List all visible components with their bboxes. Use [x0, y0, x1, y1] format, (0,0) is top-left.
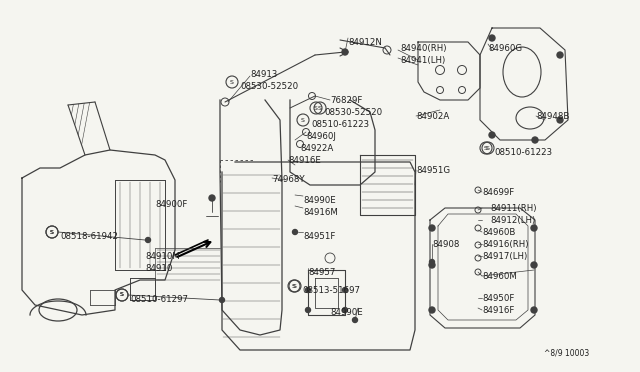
Text: 08510-61223: 08510-61223	[311, 120, 369, 129]
Text: S: S	[484, 145, 488, 151]
Text: 84922A: 84922A	[300, 144, 333, 153]
Text: S: S	[314, 106, 318, 110]
Circle shape	[531, 225, 537, 231]
Circle shape	[489, 35, 495, 41]
Text: 84902A: 84902A	[416, 112, 449, 121]
Text: 76829F: 76829F	[330, 96, 362, 105]
Circle shape	[557, 117, 563, 123]
Text: 84960J: 84960J	[306, 132, 336, 141]
Text: 84916(RH): 84916(RH)	[482, 240, 529, 249]
Text: 84912(LH): 84912(LH)	[490, 216, 535, 225]
Text: 84957: 84957	[308, 268, 335, 277]
Circle shape	[145, 237, 150, 243]
Text: 84960M: 84960M	[482, 272, 517, 281]
Text: 84699F: 84699F	[482, 188, 515, 197]
Circle shape	[489, 132, 495, 138]
Text: S: S	[120, 292, 124, 298]
Text: S: S	[293, 283, 297, 289]
Text: 84951F: 84951F	[303, 232, 335, 241]
Text: 84950F: 84950F	[482, 294, 515, 303]
Text: 84990E: 84990E	[303, 196, 336, 205]
Text: 84940(RH): 84940(RH)	[400, 44, 447, 53]
Text: 84951G: 84951G	[416, 166, 450, 175]
Text: S: S	[292, 283, 296, 289]
Text: S: S	[301, 118, 305, 122]
Text: S: S	[50, 230, 54, 234]
Text: 84911(RH): 84911(RH)	[490, 204, 536, 213]
Text: S: S	[50, 230, 54, 234]
Text: 84960B: 84960B	[482, 228, 515, 237]
Circle shape	[557, 52, 563, 58]
Text: S: S	[486, 145, 490, 151]
Text: 08530-52520: 08530-52520	[324, 108, 382, 117]
Circle shape	[220, 298, 225, 302]
Text: S: S	[318, 106, 322, 110]
Text: 08513-51697: 08513-51697	[302, 286, 360, 295]
Text: 08518-61942: 08518-61942	[60, 232, 118, 241]
Text: 84900F: 84900F	[155, 200, 188, 209]
Circle shape	[305, 308, 310, 312]
Text: 84912N: 84912N	[348, 38, 382, 47]
Circle shape	[429, 262, 435, 268]
Text: 84916E: 84916E	[288, 156, 321, 165]
Text: 84917(LH): 84917(LH)	[482, 252, 527, 261]
Circle shape	[305, 288, 310, 292]
Text: ^8/9 10003: ^8/9 10003	[544, 348, 589, 357]
Text: 84948B: 84948B	[536, 112, 570, 121]
Text: 84916M: 84916M	[303, 208, 338, 217]
Text: 74968Y: 74968Y	[272, 175, 305, 184]
Circle shape	[342, 288, 348, 292]
Text: 84916F: 84916F	[482, 306, 515, 315]
Text: 08510-61223: 08510-61223	[494, 148, 552, 157]
Circle shape	[429, 307, 435, 313]
Circle shape	[429, 260, 435, 264]
Text: 84910M: 84910M	[145, 252, 180, 261]
Circle shape	[342, 308, 348, 312]
Text: 08530-52520: 08530-52520	[240, 82, 298, 91]
Circle shape	[342, 49, 348, 55]
Text: 84908: 84908	[432, 240, 460, 249]
Circle shape	[292, 230, 298, 234]
Circle shape	[532, 137, 538, 143]
Text: S: S	[120, 292, 124, 298]
Text: 84910: 84910	[145, 264, 172, 273]
Text: 84960G: 84960G	[488, 44, 522, 53]
Circle shape	[209, 195, 215, 201]
Text: S: S	[230, 80, 234, 84]
Circle shape	[429, 225, 435, 231]
Text: 84990E: 84990E	[330, 308, 363, 317]
Text: 84941(LH): 84941(LH)	[400, 56, 445, 65]
Circle shape	[353, 317, 358, 323]
Circle shape	[531, 262, 537, 268]
Text: 84913: 84913	[250, 70, 277, 79]
Circle shape	[531, 307, 537, 313]
Text: 08510-61297: 08510-61297	[130, 295, 188, 304]
